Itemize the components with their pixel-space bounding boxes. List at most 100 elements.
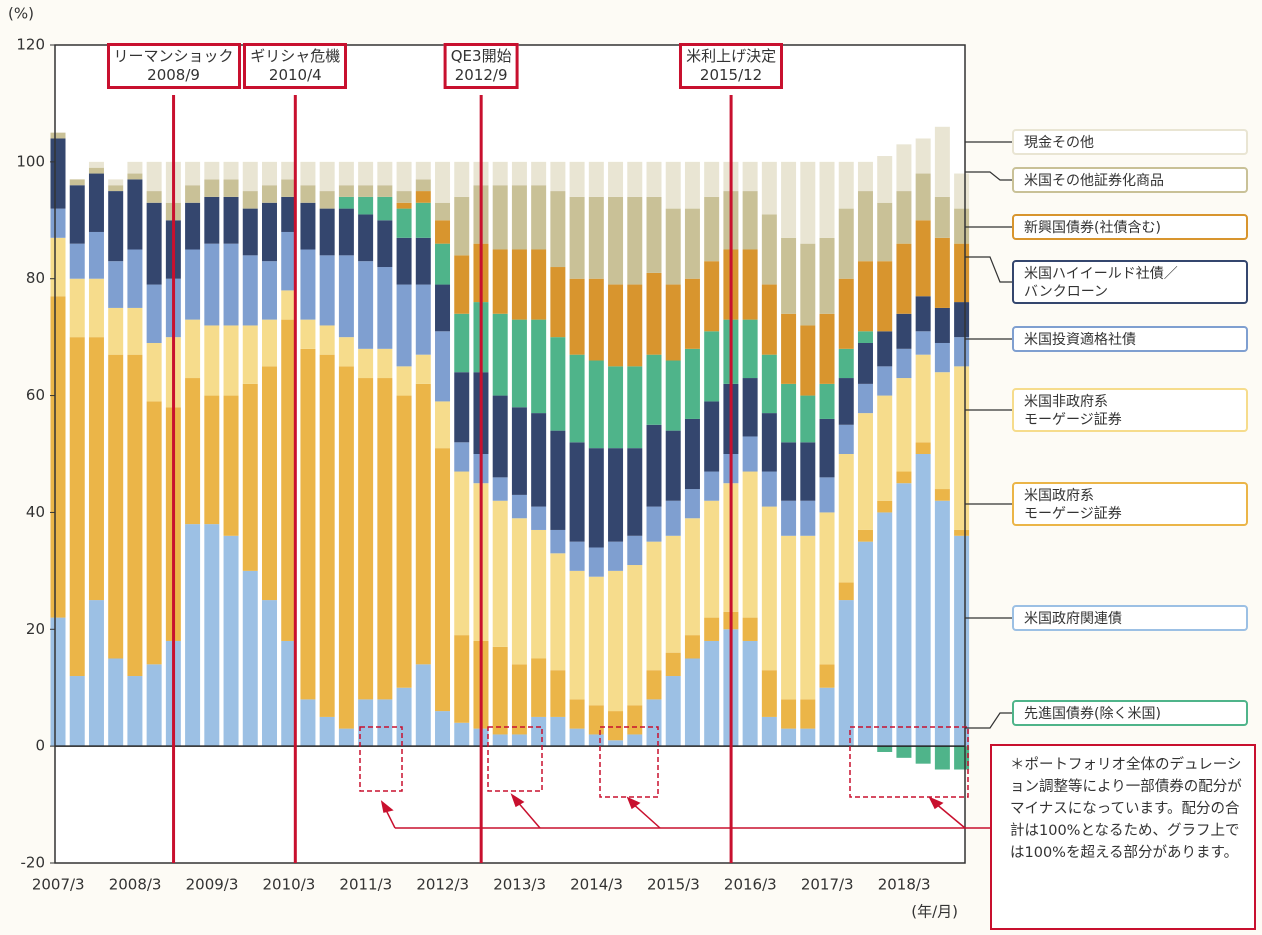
bar-segment [146,342,162,402]
bar-segment [934,237,950,308]
bar-segment [281,640,297,747]
bar-segment [608,448,624,542]
bar-segment [761,354,777,414]
bar-segment [896,144,912,192]
bar-segment [223,535,239,747]
bar-segment [608,284,624,367]
bar-segment [146,202,162,285]
bar-segment [377,185,393,197]
bar-segment [415,237,431,285]
bar-segment [838,161,854,209]
bar-segment [242,255,258,326]
x-tick-label: 2016/3 [724,876,777,894]
bar-segment [608,570,624,712]
bar-segment [550,161,566,192]
bar-segment [704,401,720,472]
bar-segment [261,261,277,320]
bar-segment [781,442,797,501]
bar-segment [338,196,354,209]
bar-segment [454,372,470,443]
bar-segment [88,278,104,338]
bar-segment [761,413,777,472]
event-box: 米利上げ決定 2015/12 [679,43,784,89]
bar-segment [358,214,374,262]
bar-segment [358,161,374,186]
bar-segment [300,161,316,186]
bar-segment [223,196,239,244]
event-box: ギリシャ危機 2010/4 [243,43,348,89]
bar-segment [281,179,297,197]
bar-segment [511,664,527,735]
bar-segment [415,202,431,238]
bar-segment [877,156,893,203]
bar-segment [396,366,412,396]
legend-item: 米国政府関連債 [1012,605,1248,631]
bar-segment [915,354,931,443]
bar-segment [146,191,162,203]
bar-segment [819,237,835,314]
x-tick-label: 2012/3 [416,876,469,894]
bar-segment [646,541,662,671]
y-tick-label: 60 [26,386,45,404]
bar-segment [915,454,931,747]
bar-segment [877,500,893,513]
bar-segment [608,740,624,747]
bar-segment [588,576,604,706]
bar-segment [781,728,797,747]
bar-segment [550,670,566,717]
bar-segment [108,179,124,186]
bar-segment [300,185,316,203]
bar-segment [300,699,316,747]
bar-segment [261,319,277,367]
bar-segment [857,261,873,332]
bar-segment [934,372,950,490]
bar-segment [223,395,239,536]
x-tick-label: 2010/3 [263,876,316,894]
bar-segment [550,430,566,530]
bar-segment [704,640,720,747]
bar-segment [857,413,873,530]
bar-segment [511,249,527,320]
bar-segment [588,448,604,548]
bar-segment [819,161,835,238]
bar-segment [146,401,162,665]
bar-segment [338,255,354,338]
bar-segment [511,185,527,250]
bar-segment [819,687,835,747]
bar-segment [492,477,508,501]
bar-segment [588,196,604,279]
x-axis-label: (年/月) [911,903,958,921]
bar-segment [223,179,239,197]
event-date: 2010/4 [268,66,322,84]
bar-segment [223,325,239,396]
bar-segment [627,565,643,706]
bar-segment [281,231,297,291]
bar-segment [665,430,681,501]
bar-segment [646,670,662,700]
bar-segment [742,319,758,379]
bar-segment [69,243,85,279]
bar-segment [435,711,451,747]
bar-segment [454,255,470,314]
bar-segment [761,471,777,507]
bar-segment [838,454,854,583]
y-tick-label: 100 [16,152,45,170]
bar-segment [646,196,662,273]
bar-segment [396,687,412,747]
bar-segment [742,249,758,320]
bar-segment [684,658,700,747]
bar-segment [88,161,104,168]
bar-segment [242,208,258,256]
event-label: ギリシャ危機 [250,47,341,65]
bar-segment [127,307,143,355]
bar-segment [877,331,893,367]
bar-segment [319,208,335,256]
bar-segment [665,676,681,747]
bar-segment [531,413,547,507]
bar-segment [665,500,681,536]
bar-segment [358,699,374,747]
bar-segment [511,494,527,519]
bar-segment [300,249,316,320]
bar-segment [127,173,143,180]
bar-segment [377,378,393,700]
